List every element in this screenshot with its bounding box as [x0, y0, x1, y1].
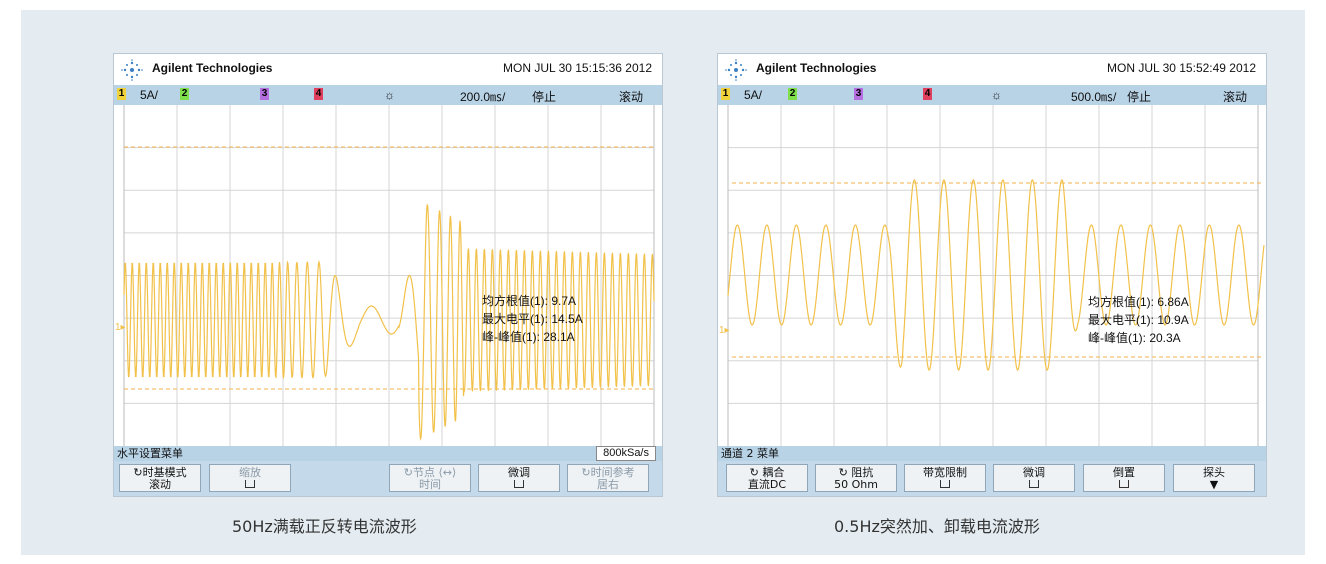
time-reference-softkey[interactable]: ↻时间参考 居右 — [567, 464, 649, 492]
max-measurement: 最大电平(1): 10.9A — [1088, 313, 1189, 327]
invert-softkey[interactable]: 倒置 — [1083, 464, 1165, 492]
channel-2-badge[interactable]: 2 — [788, 88, 797, 100]
agilent-spark-logo-icon — [725, 59, 747, 81]
softkey-row: ↻时基模式 滚动 缩放 ↻节点 ⟨↔⟩ 时间 微调 ↻时间参考 居右 — [114, 461, 662, 496]
fine-adjust-softkey[interactable]: 微调 — [478, 464, 560, 492]
menu-title-bar: 水平设置菜单 800kSa/s — [114, 446, 662, 461]
datetime: MON JUL 30 15:52:49 2012 — [1107, 61, 1256, 75]
channel-4-badge[interactable]: 4 — [923, 88, 932, 100]
agilent-spark-logo-icon — [121, 59, 143, 81]
timebase: 500.0㎳/ — [1071, 90, 1117, 104]
status-bar: 1 5A/ 2 3 4 ☼ 500.0㎳/ 停止 滚动 — [718, 85, 1266, 105]
brightness-icon: ☼ — [991, 88, 1002, 102]
ground-marker: 1▸ — [719, 325, 730, 336]
waveform-display: 1▸ 均方根值(1): 6.86A 最大电平(1): 10.9A 峰-峰值(1)… — [718, 105, 1266, 446]
rms-measurement: 均方根值(1): 9.7A — [482, 294, 577, 308]
run-state: 停止 — [532, 90, 557, 104]
arrow-down-icon: ▼ — [1209, 478, 1219, 491]
scope-header: Agilent Technologies MON JUL 30 15:15:36… — [114, 54, 662, 85]
channel-3-badge[interactable]: 3 — [854, 88, 863, 100]
menu-title: 通道 2 菜单 — [721, 447, 779, 460]
channel-4-badge[interactable]: 4 — [314, 88, 323, 100]
acquire-mode: 滚动 — [619, 90, 644, 104]
ground-marker: 1▸ — [115, 322, 126, 333]
brand-name: Agilent Technologies — [756, 61, 877, 75]
checkbox-icon — [940, 480, 950, 488]
channel-2-badge[interactable]: 2 — [180, 88, 189, 100]
softkey-row: ↻ 耦合 直流DC ↻ 阻抗 50 Ohm 带宽限制 微调 倒置 探头 ▼ — [718, 461, 1266, 496]
oscilloscope-screenshot-2: Agilent Technologies MON JUL 30 15:52:49… — [717, 53, 1267, 497]
checkbox-icon — [1029, 480, 1039, 488]
rms-measurement: 均方根值(1): 6.86A — [1088, 295, 1189, 309]
checkbox-icon — [1119, 480, 1129, 488]
max-measurement: 最大电平(1): 14.5A — [482, 312, 583, 326]
checkbox-icon — [514, 480, 524, 488]
channel-1-badge[interactable]: 1 — [721, 88, 730, 100]
coupling-softkey[interactable]: ↻ 耦合 直流DC — [726, 464, 808, 492]
run-state: 停止 — [1127, 90, 1152, 104]
graticule: 1▸ — [115, 105, 655, 446]
pk-pk-measurement: 峰-峰值(1): 28.1A — [482, 330, 575, 344]
probe-softkey[interactable]: 探头 ▼ — [1173, 464, 1255, 492]
scope-header: Agilent Technologies MON JUL 30 15:52:49… — [718, 54, 1266, 85]
pk-pk-measurement: 峰-峰值(1): 20.3A — [1088, 331, 1181, 345]
zoom-softkey[interactable]: 缩放 — [209, 464, 291, 492]
menu-title: 水平设置菜单 — [117, 447, 183, 460]
impedance-softkey[interactable]: ↻ 阻抗 50 Ohm — [815, 464, 897, 492]
timebase-mode-softkey[interactable]: ↻时基模式 滚动 — [119, 464, 201, 492]
bandwidth-limit-softkey[interactable]: 带宽限制 — [904, 464, 986, 492]
node-time-softkey[interactable]: ↻节点 ⟨↔⟩ 时间 — [389, 464, 471, 492]
channel-1-scale: 5A/ — [140, 88, 159, 102]
current-waveform — [123, 204, 655, 441]
acquire-mode: 滚动 — [1223, 90, 1248, 104]
measurement-readout: 均方根值(1): 6.86A 最大电平(1): 10.9A 峰-峰值(1): 2… — [1088, 293, 1189, 347]
sample-rate: 800kSa/s — [596, 446, 656, 461]
timebase: 200.0㎳/ — [460, 90, 506, 104]
status-bar: 1 5A/ 2 3 4 ☼ 200.0㎳/ 停止 滚动 — [114, 85, 662, 105]
graticule: 1▸ — [719, 105, 1265, 446]
channel-1-scale: 5A/ — [744, 88, 763, 102]
brightness-icon: ☼ — [384, 88, 395, 102]
menu-title-bar: 通道 2 菜单 — [718, 446, 1266, 461]
caption-left: 50Hz满载正反转电流波形 — [232, 517, 417, 536]
caption-right: 0.5Hz突然加、卸载电流波形 — [834, 517, 1040, 536]
channel-3-badge[interactable]: 3 — [260, 88, 269, 100]
datetime: MON JUL 30 15:15:36 2012 — [503, 61, 652, 75]
channel-1-badge[interactable]: 1 — [117, 88, 126, 100]
measurement-readout: 均方根值(1): 9.7A 最大电平(1): 14.5A 峰-峰值(1): 28… — [482, 292, 583, 346]
checkbox-icon — [245, 480, 255, 488]
oscilloscope-screenshot-1: Agilent Technologies MON JUL 30 15:15:36… — [113, 53, 663, 497]
fine-adjust-softkey[interactable]: 微调 — [993, 464, 1075, 492]
current-waveform — [727, 179, 1265, 371]
brand-name: Agilent Technologies — [152, 61, 273, 75]
waveform-display: 1▸ 均方根值(1): 9.7A 最大电平(1): 14.5A 峰-峰值(1):… — [114, 105, 662, 446]
